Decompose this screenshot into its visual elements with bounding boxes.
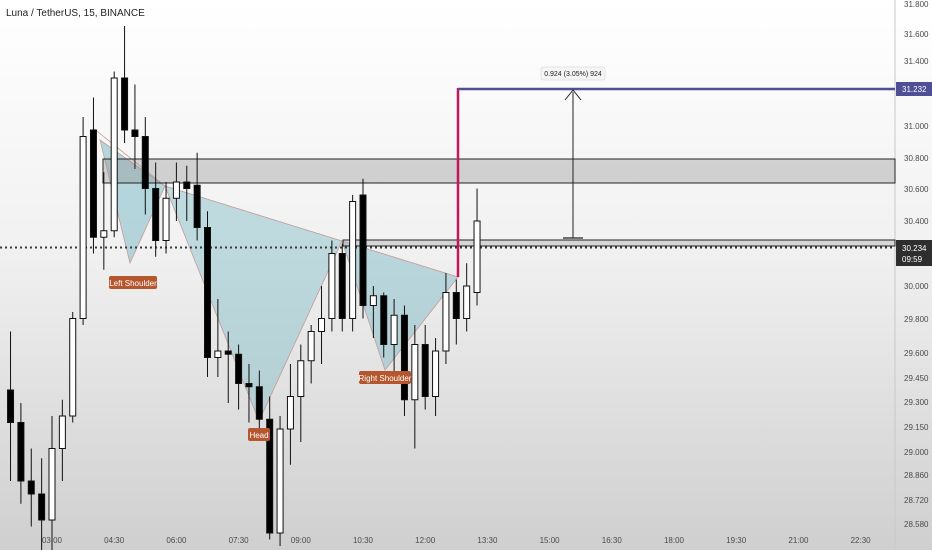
right-shoulder-label-bg — [359, 371, 411, 384]
candle-body[interactable] — [235, 353, 243, 384]
y-tick-label: 29.800 — [904, 315, 929, 324]
y-tick-label: 29.000 — [904, 448, 929, 457]
x-tick-label: 04:30 — [104, 536, 125, 545]
candle-body[interactable] — [100, 230, 108, 238]
candle-body[interactable] — [131, 129, 139, 137]
candle-body[interactable] — [255, 386, 263, 420]
candle-body[interactable] — [338, 253, 346, 319]
x-tick-label: 13:30 — [477, 536, 498, 545]
candle-body[interactable] — [318, 318, 326, 332]
breakout-level-box — [342, 239, 896, 247]
y-tick-label: 30.800 — [904, 154, 929, 163]
candle-body[interactable] — [214, 350, 222, 358]
candle-body[interactable] — [245, 383, 253, 388]
candle-body[interactable] — [17, 422, 25, 482]
candle-body[interactable] — [7, 389, 15, 423]
candle-body[interactable] — [380, 295, 388, 345]
x-tick-label: 06:00 — [166, 536, 187, 545]
y-tick-label: 31.600 — [904, 30, 929, 39]
right-shoulder-label: Right Shoulder — [359, 374, 412, 383]
measure-label-box — [540, 66, 606, 81]
x-tick-label: 10:30 — [353, 536, 374, 545]
left-shoulder-label: Left Shoulder — [109, 279, 157, 288]
candle-body[interactable] — [79, 136, 87, 319]
x-tick-label: 19:30 — [726, 536, 747, 545]
y-tick-label: 31.000 — [904, 122, 929, 131]
y-tick-label: 30.000 — [904, 282, 929, 291]
y-tick-label: 29.600 — [904, 349, 929, 358]
y-tick-label: 30.400 — [904, 217, 929, 226]
target-price-text: 31.232 — [902, 85, 927, 94]
head-label-bg — [248, 428, 270, 441]
measure-arrow-head — [564, 89, 582, 101]
left-shoulder-label-bg — [109, 276, 157, 289]
right-shoulder-triangle — [341, 240, 459, 371]
candle-body[interactable] — [27, 480, 35, 495]
candle-body[interactable] — [110, 77, 118, 232]
y-tick-label: 31.400 — [904, 57, 929, 66]
candle-body[interactable] — [432, 350, 440, 397]
y-tick-label: 28.720 — [904, 496, 929, 505]
candle-body[interactable] — [452, 292, 460, 319]
candle-body[interactable] — [400, 314, 408, 401]
candle-body[interactable] — [89, 129, 97, 238]
candle-body[interactable] — [463, 285, 471, 319]
y-tick-label: 29.450 — [904, 374, 929, 383]
x-tick-label: 22:30 — [851, 536, 872, 545]
candle-body[interactable] — [411, 344, 419, 401]
candle-body[interactable] — [48, 448, 56, 521]
head-label: Head — [249, 431, 268, 440]
countdown-text: 09:59 — [902, 255, 923, 264]
candle-body[interactable] — [183, 181, 191, 189]
candle-body[interactable] — [473, 220, 481, 293]
y-tick-label: 28.860 — [904, 471, 929, 480]
candle-body[interactable] — [442, 292, 450, 352]
target-price-tag — [896, 82, 932, 96]
x-tick-label: 16:30 — [602, 536, 623, 545]
candle-body[interactable] — [349, 201, 357, 319]
candle-body[interactable] — [328, 253, 336, 319]
measure-label: 0.924 (3.05%) 924 — [544, 71, 602, 78]
candle-body[interactable] — [162, 197, 170, 241]
candle-body[interactable] — [390, 314, 398, 345]
candle-body[interactable] — [276, 428, 284, 534]
candle-body[interactable] — [204, 227, 211, 358]
current-price-tag — [896, 240, 932, 266]
x-tick-label: 18:00 — [664, 536, 685, 545]
y-tick-label: 31.800 — [904, 0, 929, 9]
y-tick-label: 29.300 — [904, 398, 929, 407]
x-tick-label: 15:00 — [540, 536, 561, 545]
candle-body[interactable] — [297, 360, 305, 397]
x-tick-label: 09:00 — [291, 536, 312, 545]
resistance-zone — [102, 158, 896, 184]
chart-title: Luna / TetherUS, 15, BINANCE — [6, 8, 145, 19]
candle-body[interactable] — [286, 396, 294, 430]
head-triangle — [164, 185, 343, 423]
x-tick-label: 21:00 — [788, 536, 809, 545]
candle-body[interactable] — [421, 344, 429, 397]
candle-body[interactable] — [172, 181, 180, 199]
candle-body[interactable] — [121, 77, 129, 131]
candle-body[interactable] — [38, 493, 46, 521]
current-price-text: 30.234 — [902, 244, 927, 253]
x-tick-label: 12:00 — [415, 536, 436, 545]
candle-body[interactable] — [307, 331, 315, 362]
neckline-segment — [92, 127, 166, 187]
candle-body[interactable] — [69, 318, 77, 417]
candle-body[interactable] — [141, 136, 149, 189]
y-tick-label: 30.600 — [904, 185, 929, 194]
candle-body[interactable] — [58, 415, 66, 449]
candle-body[interactable] — [359, 194, 367, 306]
x-tick-label: 07:30 — [229, 536, 250, 545]
y-tick-label: 29.150 — [904, 423, 929, 432]
candle-body[interactable] — [224, 350, 232, 355]
candle-body[interactable] — [266, 418, 274, 534]
y-tick-label: 28.580 — [904, 520, 929, 529]
candle-body[interactable] — [369, 295, 377, 306]
candle-body[interactable] — [193, 184, 201, 228]
candle-body[interactable] — [152, 188, 160, 241]
